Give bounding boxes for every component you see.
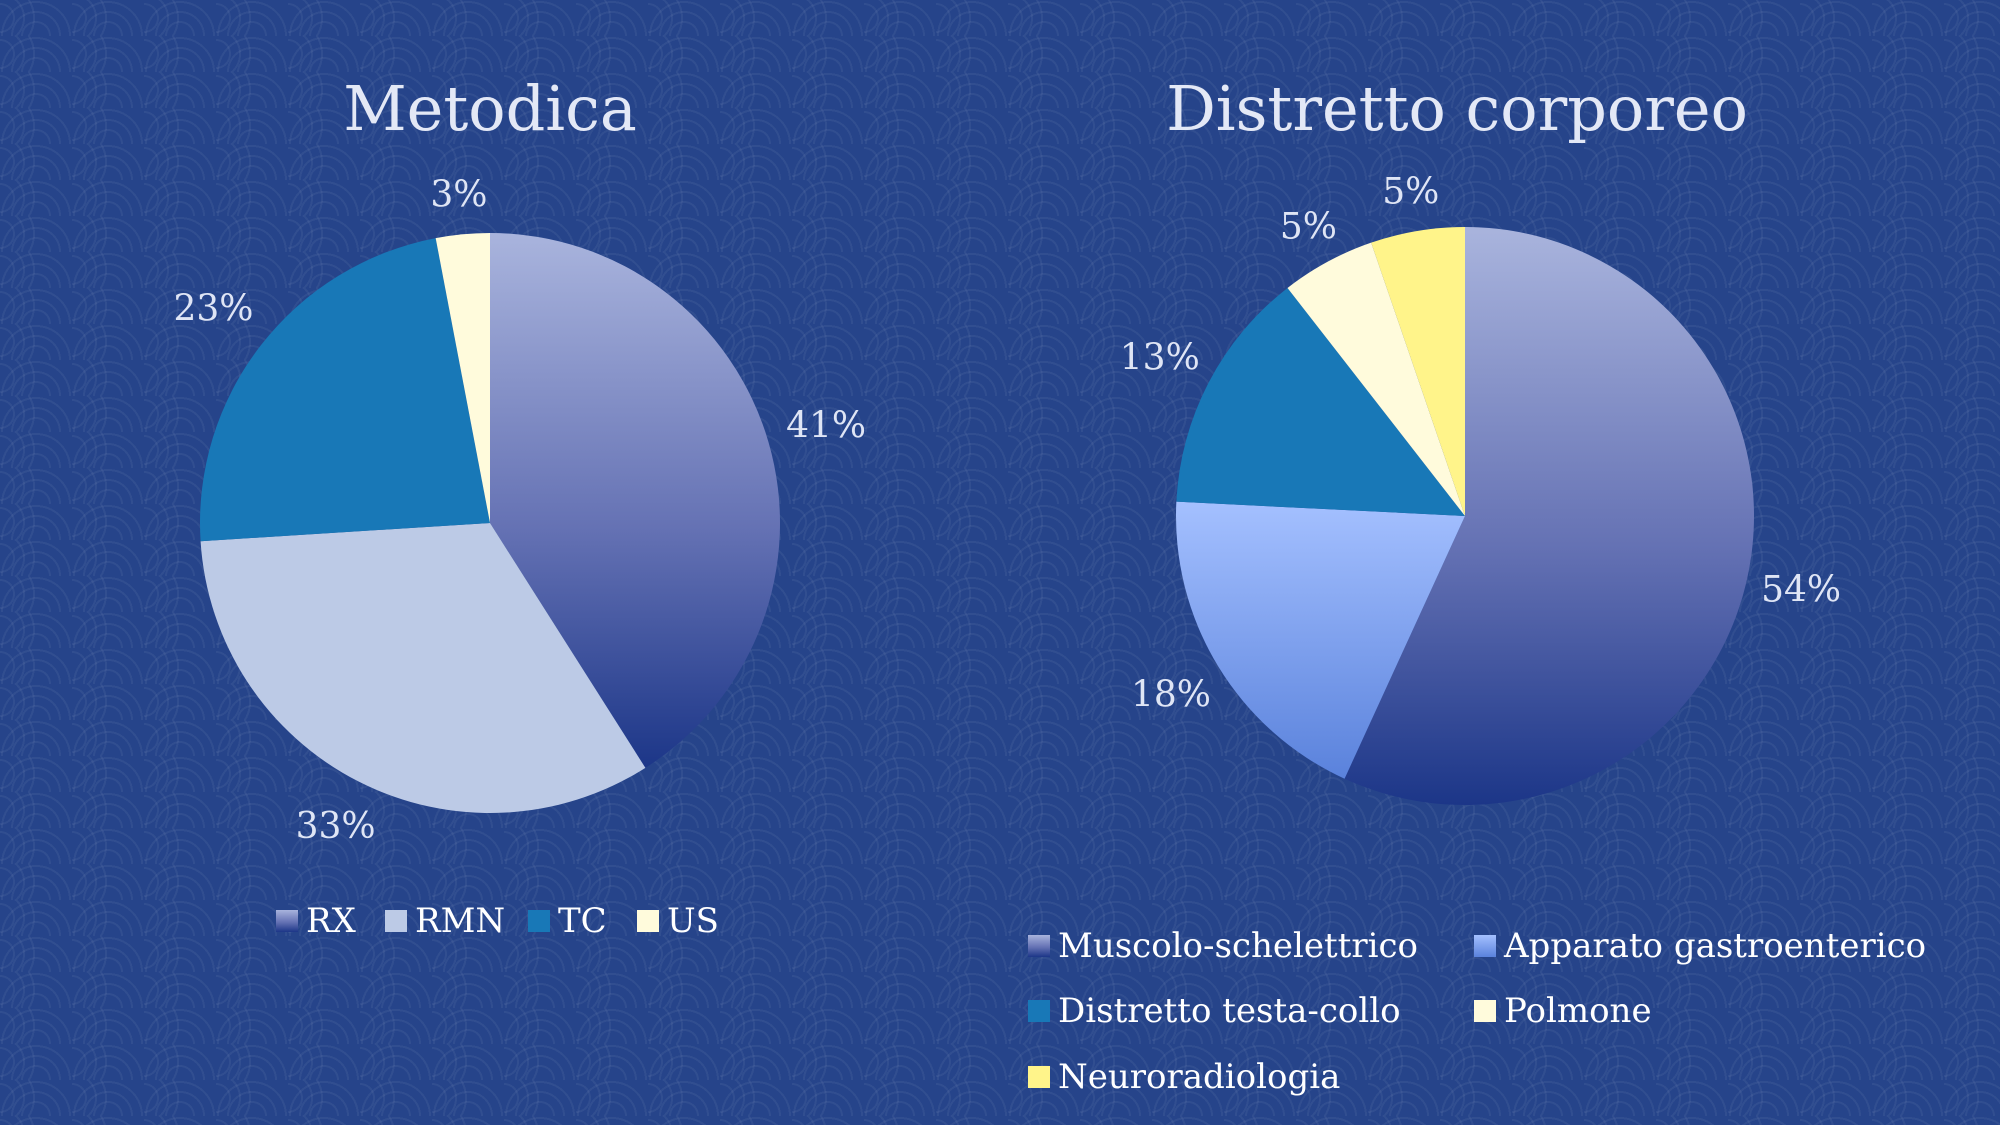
legend-swatch-rmn xyxy=(385,910,407,932)
pie-slice-distretto-testa-collo xyxy=(1176,287,1465,516)
pie-labels-distretto: 54% 18% 13% 5% 5% xyxy=(1120,171,1841,715)
chart-title-distretto: Distretto corporeo xyxy=(1166,72,1748,145)
pie-slice-tc xyxy=(200,238,491,542)
data-label-muscolo-schelettrico: 54% xyxy=(1761,569,1841,610)
legend-label-neuroradiologia: Neuroradiologia xyxy=(1058,1057,1340,1097)
data-label-us: 3% xyxy=(430,174,487,215)
pie-slices-distretto xyxy=(1175,227,1754,805)
legend-label-apparato-gastroenterico: Apparato gastroenterico xyxy=(1503,926,1926,966)
data-label-tc: 23% xyxy=(173,288,253,329)
data-label-rx: 41% xyxy=(786,405,866,446)
pie-slice-rmn xyxy=(200,523,646,813)
legend-swatch-tc xyxy=(528,910,550,932)
pie-slice-polmone xyxy=(1287,242,1465,516)
legend-label-rx: RX xyxy=(306,901,357,941)
data-label-polmone: 5% xyxy=(1280,207,1337,248)
legend-item-rmn: RMN xyxy=(385,901,505,941)
pie-slice-us xyxy=(435,233,490,523)
legend-label-tc: TC xyxy=(558,901,607,941)
legend-item-us: US xyxy=(637,901,719,941)
legend-swatch-neuroradiologia xyxy=(1028,1066,1050,1088)
legend-swatch-distretto-testa-collo xyxy=(1028,1000,1050,1022)
data-label-rmn: 33% xyxy=(296,806,376,847)
data-label-apparato-gastroenterico: 18% xyxy=(1131,675,1211,716)
legend-swatch-rx xyxy=(276,910,298,932)
legend-swatch-apparato-gastroenterico xyxy=(1474,935,1496,957)
legend-label-polmone: Polmone xyxy=(1504,991,1652,1031)
legend-label-rmn: RMN xyxy=(415,901,505,941)
legend-item-rx: RX xyxy=(276,901,357,941)
data-label-neuroradiologia: 5% xyxy=(1382,171,1439,212)
legend-item-muscolo-schelettrico: Muscolo-schelettrico xyxy=(1028,926,1418,966)
legend-label-muscolo-schelettrico: Muscolo-schelettrico xyxy=(1058,926,1418,966)
legend-distretto: Muscolo-schelettrico Apparato gastroenter… xyxy=(1028,926,1926,1097)
pie-slice-muscolo-schelettrico xyxy=(1344,227,1754,805)
pie-chart-distretto: Distretto corporeo 54% 18% 13% 5% 5% Muscolo… xyxy=(1028,72,1926,1097)
legend-swatch-polmone xyxy=(1474,1000,1496,1022)
legend-label-us: US xyxy=(667,901,719,941)
chart-title-metodica: Metodica xyxy=(343,72,637,145)
legend-item-neuroradiologia: Neuroradiologia xyxy=(1028,1057,1340,1097)
pie-labels-metodica: 41% 33% 23% 3% xyxy=(173,174,866,846)
data-label-distretto-testa-collo: 13% xyxy=(1120,337,1200,378)
pie-slice-rx xyxy=(490,233,780,768)
legend-swatch-us xyxy=(637,910,659,932)
legend-swatch-muscolo-schelettrico xyxy=(1028,935,1050,957)
pie-slice-neuroradiologia xyxy=(1371,227,1465,516)
pie-slice-apparato-gastroenterico xyxy=(1175,501,1465,779)
pie-slices-metodica xyxy=(200,233,780,813)
pie-chart-metodica: Metodica 41% 33% 23% 3% RX RMN TC US xyxy=(173,72,866,941)
legend-label-distretto-testa-collo: Distretto testa-collo xyxy=(1058,991,1401,1031)
legend-metodica: RX RMN TC US xyxy=(276,901,719,941)
legend-item-tc: TC xyxy=(528,901,607,941)
legend-item-apparato-gastroenterico: Apparato gastroenterico xyxy=(1474,926,1926,966)
legend-item-polmone: Polmone xyxy=(1474,991,1652,1031)
legend-item-distretto-testa-collo: Distretto testa-collo xyxy=(1028,991,1401,1031)
